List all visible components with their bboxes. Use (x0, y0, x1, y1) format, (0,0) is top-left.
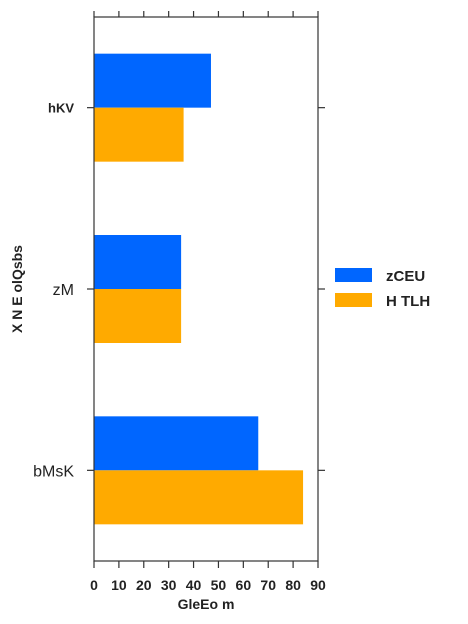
x-tick-label: 30 (161, 577, 177, 593)
x-tick-label: 20 (136, 577, 152, 593)
bar-hKV-zCEU (94, 53, 211, 108)
x-tick-label: 40 (186, 577, 202, 593)
y-tick-label: bMsK (33, 463, 74, 480)
y-axis-ticks: hKV zM bMsK (33, 101, 325, 480)
legend: zCEU H TLH (335, 268, 430, 310)
x-tick-label: 60 (236, 577, 252, 593)
bar-bMsK-H-TLH (94, 470, 304, 525)
bar-zM-H-TLH (94, 289, 182, 343)
bar-zM-zCEU (94, 235, 182, 289)
legend-label: zCEU (386, 268, 425, 285)
legend-swatch (335, 293, 372, 307)
legend-label: H TLH (386, 293, 430, 310)
x-tick-label: 80 (285, 577, 301, 593)
bar-hKV-H-TLH (94, 107, 184, 162)
x-tick-label: 90 (310, 577, 326, 593)
y-tick-label: hKV (48, 101, 74, 116)
x-axis-ticks: 0 10 20 30 40 50 60 70 80 90 (90, 11, 326, 593)
x-tick-label: 50 (211, 577, 227, 593)
x-tick-label: 70 (260, 577, 276, 593)
y-axis-title: X N E olQsbs (9, 245, 25, 333)
bar-bMsK-zCEU (94, 416, 259, 471)
legend-swatch (335, 268, 372, 282)
y-tick-label: zM (53, 282, 74, 299)
x-tick-label: 0 (90, 577, 98, 593)
x-tick-label: 10 (111, 577, 127, 593)
x-axis-title: GleEo m (178, 596, 235, 612)
bars-layer (94, 53, 304, 525)
